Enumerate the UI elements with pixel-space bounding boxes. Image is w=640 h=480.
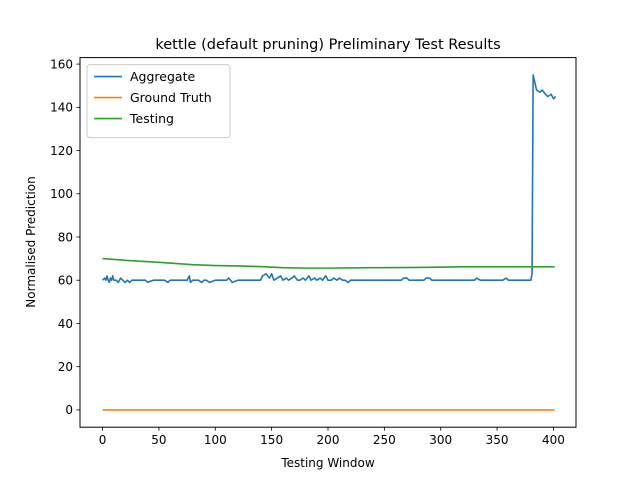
series-line-0 xyxy=(101,74,557,284)
x-tick-label: 300 xyxy=(429,433,452,447)
x-tick-label: 400 xyxy=(542,433,565,447)
y-tick-label: 160 xyxy=(50,57,73,71)
y-tick-label: 0 xyxy=(65,403,73,417)
y-tick-label: 80 xyxy=(58,230,73,244)
plot-lines xyxy=(101,74,557,411)
y-tick-label: 120 xyxy=(50,144,73,158)
x-tick-label: 0 xyxy=(99,433,107,447)
chart-title: kettle (default pruning) Preliminary Tes… xyxy=(155,37,500,53)
y-tick-label: 60 xyxy=(58,274,73,288)
y-axis: 0 20 40 60 80 100 120 140 160 xyxy=(50,57,80,417)
legend: Aggregate Ground Truth Testing xyxy=(86,64,231,139)
y-axis-label: Normalised Prediction xyxy=(24,176,38,307)
y-tick-label: 100 xyxy=(50,187,73,201)
x-tick-label: 50 xyxy=(151,433,166,447)
legend-box xyxy=(86,64,231,139)
series-line-2 xyxy=(102,257,555,269)
legend-entry: Testing xyxy=(129,111,174,126)
x-axis-label: Testing Window xyxy=(280,456,375,470)
y-tick-label: 20 xyxy=(58,360,73,374)
x-tick-label: 150 xyxy=(260,433,283,447)
y-tick-label: 40 xyxy=(58,317,73,331)
x-tick-label: 200 xyxy=(317,433,340,447)
x-axis: 0 50 100 150 200 250 300 350 400 xyxy=(99,427,565,447)
legend-entry: Aggregate xyxy=(130,69,195,84)
x-tick-label: 250 xyxy=(373,433,396,447)
legend-entry: Ground Truth xyxy=(130,90,212,105)
x-tick-label: 100 xyxy=(204,433,227,447)
x-tick-label: 350 xyxy=(486,433,509,447)
y-tick-label: 140 xyxy=(50,101,73,115)
